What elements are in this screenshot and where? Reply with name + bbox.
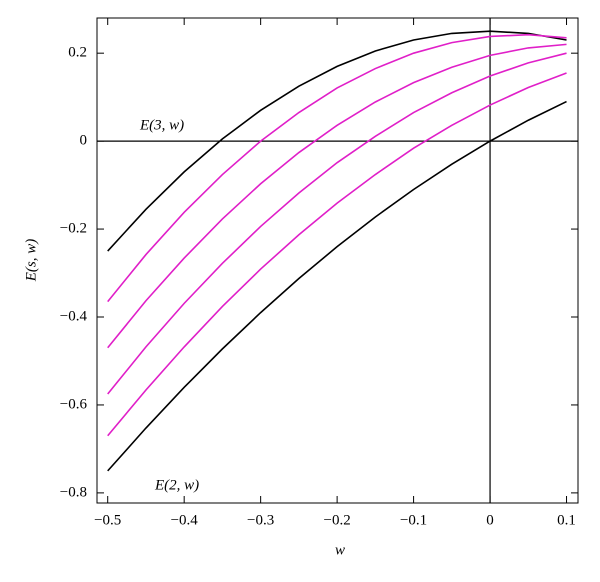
- data-line: [107, 72, 567, 437]
- y-tick-label: −0.6: [60, 396, 88, 412]
- data-line: [107, 30, 567, 252]
- data-line: [107, 100, 567, 472]
- x-tick-label: −0.4: [171, 512, 199, 528]
- y-tick-label: −0.4: [60, 308, 88, 324]
- x-tick-label: −0.1: [400, 512, 427, 528]
- y-tick-label: −0.8: [60, 484, 87, 500]
- y-tick-label: 0.2: [68, 45, 87, 61]
- data-line: [107, 43, 567, 349]
- data-line: [107, 33, 567, 303]
- plot-frame: [96, 17, 579, 504]
- y-tick-label: 0: [80, 133, 88, 149]
- x-tick-label: −0.2: [324, 512, 351, 528]
- annotation: E(2, w): [154, 477, 199, 493]
- x-tick-label: −0.3: [247, 512, 274, 528]
- x-tick-label: 0.1: [557, 512, 576, 528]
- x-axis-label: w: [335, 542, 345, 558]
- x-tick-label: −0.5: [94, 512, 121, 528]
- y-tick-label: −0.2: [60, 220, 87, 236]
- x-tick-label: 0: [486, 512, 494, 528]
- annotation: E(3, w): [139, 117, 184, 133]
- y-axis-label: E(s, w): [23, 239, 39, 283]
- data-line: [107, 52, 567, 395]
